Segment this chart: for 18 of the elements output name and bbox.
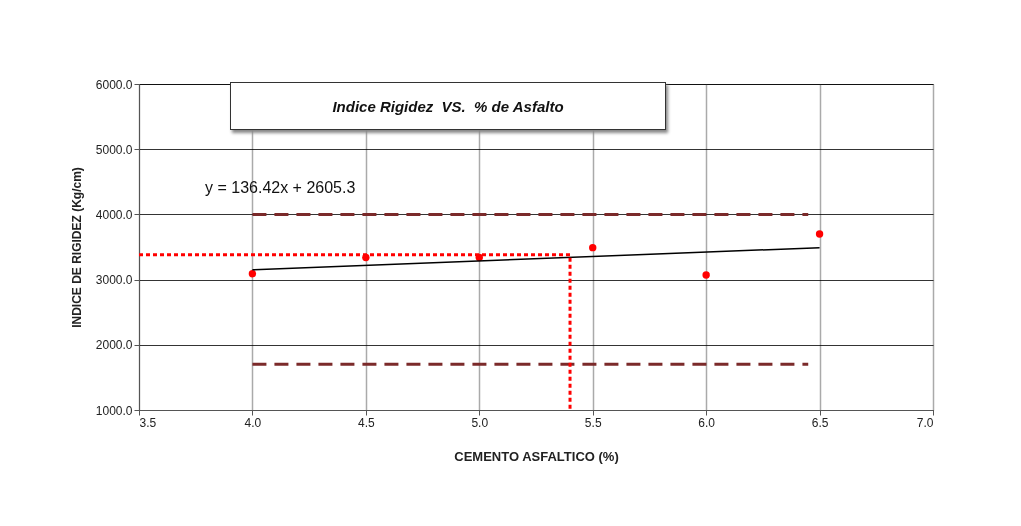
y-tick-label: 3000.0	[95, 273, 133, 288]
x-tick-label: 3.5	[139, 415, 157, 430]
x-tick-label: 4.0	[244, 415, 262, 430]
y-axis-title: INDICE DE RIGIDEZ (Kg/cm)	[69, 167, 84, 328]
x-tick-label: 4.5	[358, 415, 376, 430]
y-tick-label: 2000.0	[95, 338, 133, 353]
x-tick-label: 6.5	[811, 415, 829, 430]
y-tick-label: 6000.0	[95, 77, 133, 92]
x-tick-label: 5.0	[471, 415, 489, 430]
y-tick-label: 5000.0	[95, 142, 133, 157]
annotation: y = 136.42x + 2605.3	[205, 179, 356, 196]
y-tick-label: 4000.0	[95, 207, 133, 222]
x-tick-label: 5.5	[584, 415, 602, 430]
title-box: Indice Rigidez VS. % de Asfalto	[230, 82, 666, 130]
x-tick-label: 7.0	[916, 415, 934, 430]
x-tick-label: 6.0	[698, 415, 716, 430]
y-tick-label: 1000.0	[95, 403, 133, 418]
x-axis-title: CEMENTO ASFALTICO (%)	[454, 448, 619, 464]
